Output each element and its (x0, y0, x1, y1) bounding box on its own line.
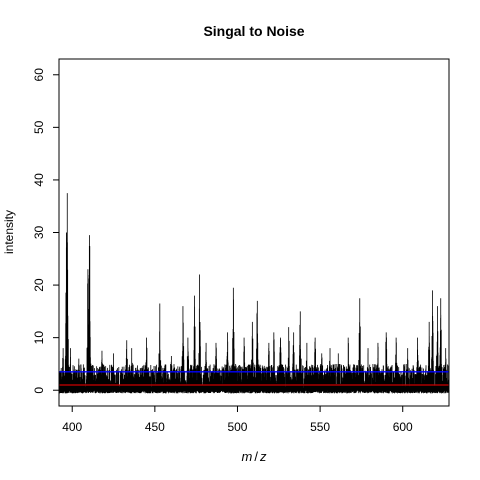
y-axis: 0 10 20 30 40 50 60 (32, 68, 59, 394)
chart-title: Singal to Noise (203, 23, 304, 39)
y-tick-label: 30 (32, 226, 46, 240)
x-axis-label-slash: / (254, 449, 258, 464)
x-axis-label-z: z (259, 449, 267, 464)
x-tick-label: 500 (227, 420, 247, 434)
x-tick-label: 400 (62, 420, 82, 434)
spectrum-trace (59, 193, 449, 394)
x-axis-label: m / z (242, 449, 267, 464)
y-tick-label: 10 (32, 331, 46, 345)
y-tick-label: 60 (32, 68, 46, 82)
y-tick-label: 20 (32, 278, 46, 292)
spectrum-series (59, 193, 449, 394)
x-tick-label: 600 (393, 420, 413, 434)
x-axis: 400 450 500 550 600 (62, 406, 413, 434)
y-axis-label: intensity (2, 210, 16, 254)
plot-frame (58, 58, 450, 407)
x-axis-label-m: m (242, 449, 253, 464)
x-tick-label: 550 (310, 420, 330, 434)
y-tick-label: 40 (32, 173, 46, 187)
y-tick-label: 0 (32, 387, 46, 394)
x-tick-label: 450 (145, 420, 165, 434)
y-tick-label: 50 (32, 120, 46, 134)
reference-lines (59, 371, 449, 386)
